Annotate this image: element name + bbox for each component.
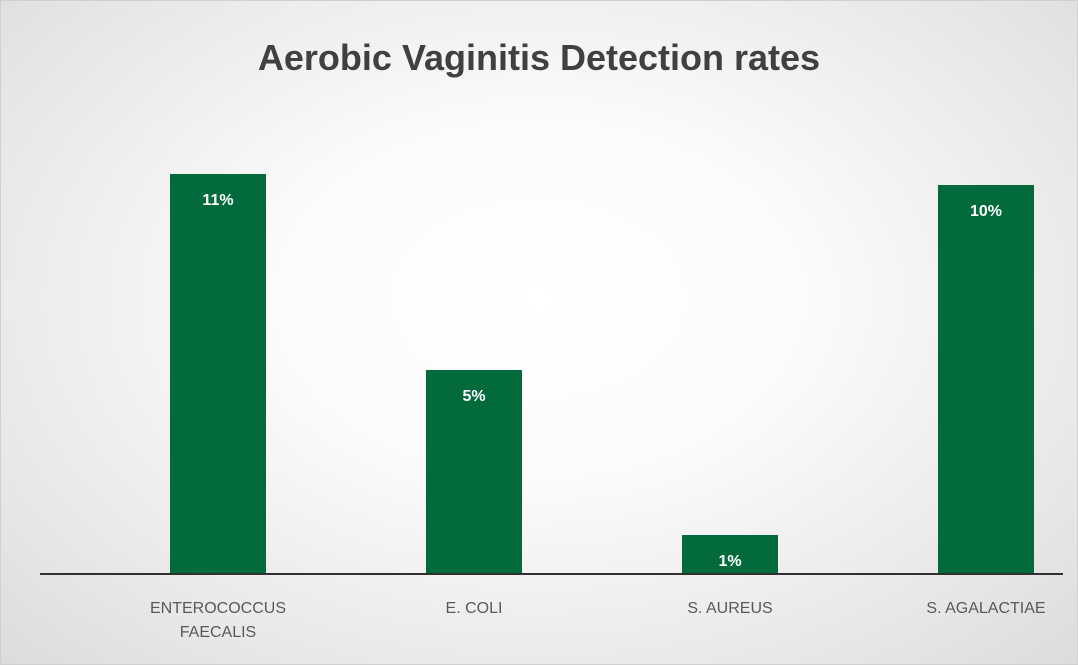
chart-title: Aerobic Vaginitis Detection rates — [257, 37, 821, 78]
x-axis-line — [40, 573, 1063, 575]
data-label: 10% — [969, 203, 1003, 221]
x-tick-label: S. AGALACTIAE — [926, 600, 1046, 617]
bar — [426, 369, 522, 573]
x-tick-label: E. COLI — [445, 600, 503, 617]
bar — [938, 185, 1034, 573]
x-tick-label: ENTEROCOCCUS FAECALIS — [149, 600, 286, 641]
bar — [682, 535, 778, 573]
data-label: 11% — [202, 192, 234, 209]
x-tick-label: S. AUREUS — [687, 600, 773, 617]
data-label: 5% — [462, 387, 486, 405]
data-label: 1% — [718, 553, 742, 571]
bar — [170, 174, 266, 573]
